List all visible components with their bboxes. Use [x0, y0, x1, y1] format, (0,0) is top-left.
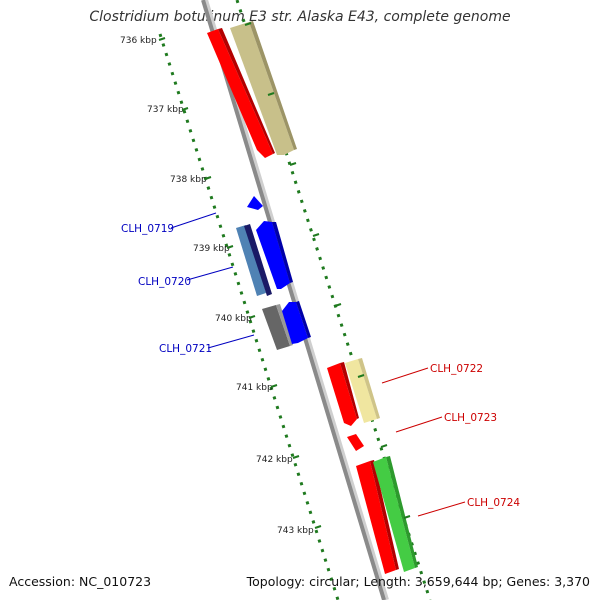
map-title: Clostridium botulinum E3 str. Alaska E43… [89, 9, 511, 25]
outer-tick-1 [244, 22, 252, 26]
leader-clh0723 [395, 416, 443, 433]
tick-mark-742 [292, 455, 300, 459]
tick-label-736: 736 kbp [120, 36, 157, 46]
gene-label-clh0720[interactable]: CLH_0720 [138, 276, 191, 288]
outer-tick-4 [312, 233, 320, 237]
cds-blue-small-arrow [247, 196, 263, 210]
outer-tick-2 [267, 92, 275, 96]
outer-tick-8 [403, 515, 411, 519]
cds-red-upper-shade [218, 28, 275, 154]
cds-red-upper [207, 29, 273, 158]
gene-green-clh0724 [373, 457, 415, 572]
tick-label-741: 741 kbp [236, 383, 273, 393]
gene-label-clh0722[interactable]: CLH_0722 [430, 363, 483, 375]
gene-label-clh0719[interactable]: CLH_0719 [121, 223, 174, 235]
tick-mark-740 [248, 315, 256, 319]
backbone-line [201, 0, 386, 600]
leader-clh0721 [207, 334, 255, 349]
tick-label-737: 737 kbp [147, 105, 184, 115]
genome-stats-text: Topology: circular; Length: 3,659,644 bp… [246, 574, 590, 589]
tick-label-743: 743 kbp [277, 526, 314, 536]
gene-label-clh0723[interactable]: CLH_0723 [444, 412, 497, 424]
cds-red-clh0723 [347, 434, 364, 451]
cds-blue-arrow-2-shade [296, 301, 311, 338]
tick-label-738: 738 kbp [170, 175, 207, 185]
gene-label-clh0724[interactable]: CLH_0724 [467, 497, 520, 509]
outer-tick-6 [357, 374, 365, 378]
tick-mark-739 [226, 245, 234, 249]
tick-mark-736 [158, 37, 166, 41]
tick-mark-743 [314, 525, 322, 529]
leader-clh0722 [381, 367, 429, 384]
tick-mark-738 [204, 176, 212, 180]
gene-green-clh0724-shade [386, 456, 418, 568]
cds-blue-arrow-1-shade [272, 222, 293, 283]
cds-steel-blue-clh0720 [236, 225, 266, 296]
outer-tick-5 [334, 303, 342, 307]
leader-clh0719 [170, 212, 217, 229]
gene-olive-upper [230, 22, 294, 155]
accession-text: Accession: NC_010723 [9, 574, 152, 589]
outer-tick-3 [289, 162, 297, 166]
leader-clh0724 [417, 501, 466, 517]
gene-olive-upper-shade [249, 21, 297, 150]
cds-blue-arrow-2 [282, 302, 308, 344]
gene-yellow-clh0722-shade [358, 358, 380, 419]
outer-tick-7 [380, 444, 388, 448]
cds-red-clh0724 [356, 461, 396, 574]
tick-mark-737 [181, 107, 189, 111]
cds-navy-clh0720 [244, 224, 272, 296]
tick-label-742: 742 kbp [256, 455, 293, 465]
tick-mark-741 [270, 384, 278, 388]
cds-gray-shade [276, 304, 293, 346]
cds-red-clh0722-shade [340, 362, 359, 419]
tick-label-739: 739 kbp [193, 244, 230, 254]
cds-red-clh0722 [327, 363, 357, 426]
cds-blue-arrow-1 [256, 221, 290, 289]
tick-label-740: 740 kbp [215, 314, 252, 324]
gene-label-clh0721[interactable]: CLH_0721 [159, 343, 212, 355]
cds-red-clh0724-shade [370, 460, 399, 570]
leader-clh0720 [186, 266, 234, 281]
gene-yellow-clh0722 [345, 359, 377, 423]
cds-gray-clh0721 [262, 305, 290, 350]
